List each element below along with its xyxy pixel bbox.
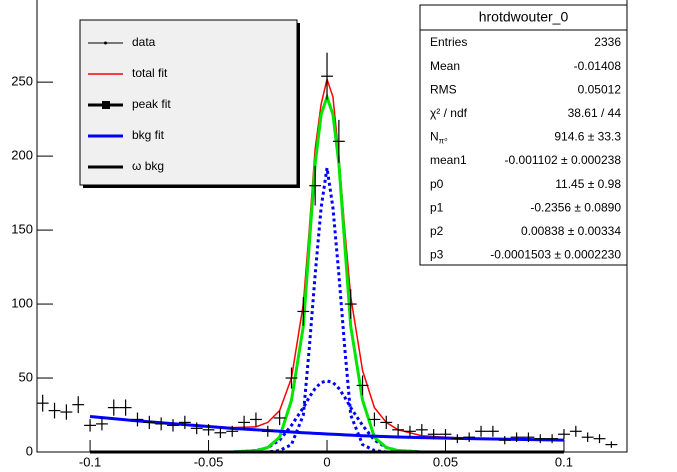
y-tick-label: 150 [11,222,33,237]
x-tick-label: 0.1 [555,454,573,469]
stats-key-sub: π⁰ [439,137,448,146]
x-tick-label: -0.1 [79,454,101,469]
stats-value: 0.05012 [578,82,622,96]
x-tick-label: 0.05 [433,454,458,469]
legend-label: ω bkg [132,159,164,173]
stats-value: -0.01408 [574,59,622,73]
stats-key: p2 [430,224,444,238]
stats-key: RMS [430,82,457,96]
y-tick-label: 50 [19,369,33,384]
y-tick-label: 250 [11,74,33,89]
y-tick-label: 100 [11,295,33,310]
legend-label: bkg fit [132,128,165,142]
stats-key: χ² / ndf [430,106,468,120]
stats-value: -0.0001503 ± 0.0002230 [490,248,621,262]
stats-key-main: N [430,130,439,144]
stats-value: 2336 [594,35,621,49]
legend-box [79,19,298,186]
legend-label: peak fit [132,97,171,111]
y-tick-label: 200 [11,148,33,163]
stats-key: Nπ⁰ [430,130,447,146]
y-tick-label: 0 [26,443,33,458]
legend-label: total fit [132,66,168,80]
x-tick-label: 0 [323,454,330,469]
stats-value: 914.6 ± 33.3 [554,130,621,144]
stats-box [419,4,628,266]
fit-curve [89,414,564,442]
legend-marker [104,41,107,45]
stats-key: Mean [430,59,460,73]
legend-label: data [132,35,156,49]
stats-value: -0.001102 ± 0.000238 [505,153,622,167]
stats-value: 0.00838 ± 0.00334 [521,224,621,238]
stats-key: mean1 [430,153,467,167]
x-tick-label: -0.05 [194,454,224,469]
stats-value: 38.61 / 44 [568,106,622,120]
legend-marker [102,101,110,109]
stats-title: hrotdwouter_0 [479,9,569,25]
stats-value: 11.45 ± 0.98 [555,177,621,191]
stats-key: p1 [430,200,444,214]
stats-key: p0 [430,177,444,191]
stats-key: p3 [430,248,444,262]
stats-value: -0.2356 ± 0.0890 [530,200,621,214]
stats-key: Entries [430,35,467,49]
